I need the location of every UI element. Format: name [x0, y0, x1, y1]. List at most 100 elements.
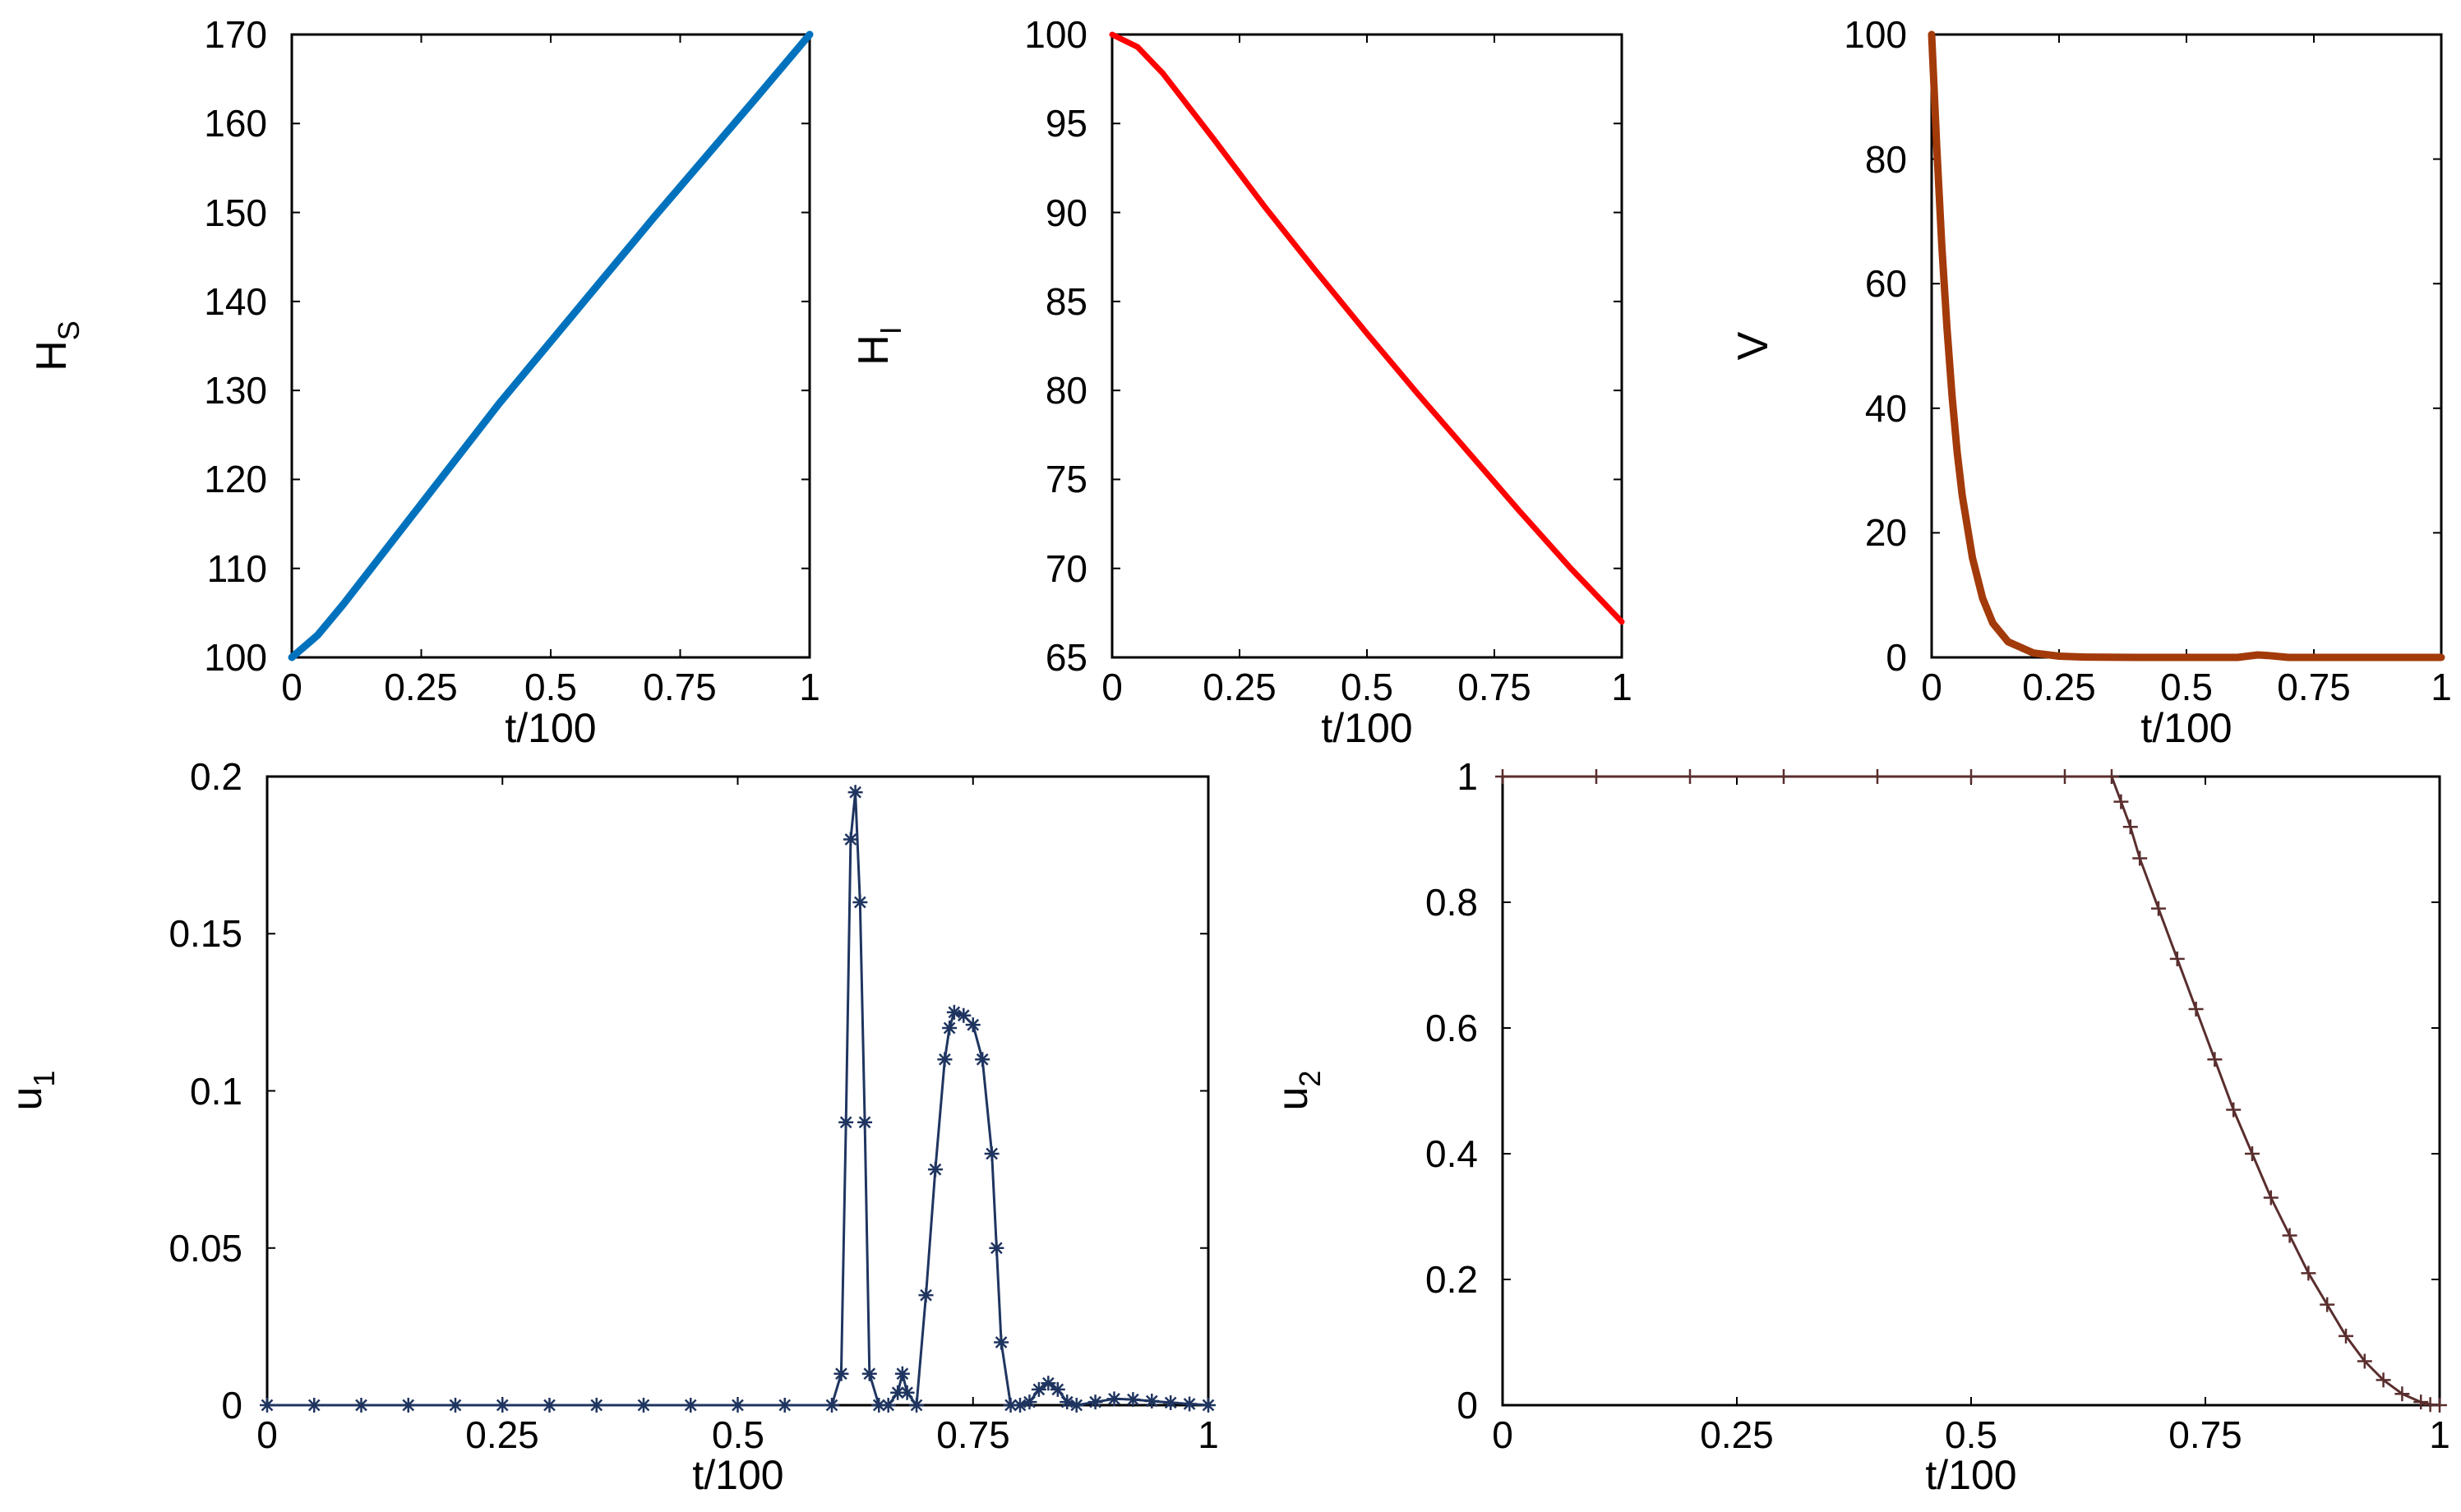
- x-tick-label: 0: [256, 1413, 278, 1456]
- data-point-marker: [1106, 1391, 1122, 1407]
- data-point-marker: [838, 1114, 854, 1130]
- y-ticks-u1: 0 0.05 0.1 0.15 0.2: [169, 755, 242, 1427]
- x-ticks-hs: 0 0.25 0.5 0.75 1: [281, 666, 820, 708]
- y-tick-label: 65: [1046, 636, 1087, 679]
- data-point-marker: [1495, 769, 1510, 784]
- data-point-marker: [1060, 1394, 1075, 1410]
- x-tick-label: 1: [799, 666, 820, 708]
- x-axis-label-u2: t/100: [1925, 1452, 2016, 1498]
- data-point-marker: [683, 1398, 699, 1413]
- data-point-marker: [937, 1052, 953, 1067]
- x-axis-label-u1: t/100: [692, 1452, 783, 1498]
- data-point-marker: [1144, 1394, 1160, 1409]
- data-point-marker: [1182, 1396, 1198, 1412]
- data-point-marker: [730, 1398, 746, 1413]
- y-tick-label: 100: [1844, 13, 1907, 56]
- data-point-marker: [1870, 769, 1885, 784]
- y-axis-label-sub: 2: [1293, 1071, 1327, 1087]
- x-tick-label: 0.75: [2277, 666, 2351, 708]
- x-tick-label: 0.25: [465, 1413, 539, 1456]
- data-point-marker: [1201, 1398, 1216, 1413]
- y-tick-label: 0.6: [1425, 1007, 1478, 1049]
- data-point-marker: [2132, 850, 2148, 866]
- data-point-marker: [2188, 1002, 2204, 1017]
- x-ticks-v: 0 0.25 0.5 0.75 1: [1921, 666, 2452, 708]
- data-point-marker: [1031, 1381, 1046, 1397]
- series-u1: [260, 785, 1216, 1413]
- svg-text:u1: u1: [3, 1071, 61, 1111]
- x-axis-label-v: t/100: [2140, 705, 2232, 751]
- data-point-marker: [847, 785, 863, 800]
- data-point-marker: [400, 1398, 416, 1413]
- x-tick-label: 0: [1492, 1413, 1513, 1456]
- data-point-marker: [1022, 1394, 1037, 1410]
- data-point-marker: [495, 1398, 510, 1413]
- y-tick-label: 95: [1046, 102, 1087, 145]
- x-axis-label-hi: t/100: [1321, 705, 1412, 751]
- y-tick-label: 60: [1865, 262, 1907, 305]
- data-point-marker: [2151, 901, 2166, 916]
- x-tick-label: 0.25: [1700, 1413, 1774, 1456]
- series-line-u1: [265, 791, 1210, 1407]
- data-point-marker: [2104, 769, 2119, 784]
- data-point-marker: [636, 1398, 651, 1413]
- y-ticks-u2: 0 0.2 0.4 0.6 0.8 1: [1425, 755, 1478, 1427]
- data-point-marker: [909, 1398, 925, 1413]
- y-ticks-hi: 65 70 75 80 85 90 95 100: [1024, 13, 1087, 679]
- data-point-marker: [777, 1398, 792, 1413]
- data-point-marker: [1589, 769, 1604, 784]
- data-point-marker: [894, 1366, 910, 1381]
- panel-hs: 100 110 120 130 140 150 160 170 0 0.25 0…: [28, 13, 820, 751]
- y-axis-label-hi: HI: [850, 326, 907, 366]
- y-tick-label: 0: [1886, 636, 1907, 679]
- x-tick-label: 1: [2429, 1413, 2450, 1456]
- y-tick-label: 0.2: [190, 755, 242, 798]
- plot-frame-u1: [265, 775, 1210, 1407]
- data-point-marker: [2226, 1102, 2242, 1118]
- data-point-marker: [880, 1398, 896, 1413]
- series-hi: [1109, 31, 1625, 625]
- x-tick-label: 0.75: [643, 666, 717, 708]
- x-tick-label: 0: [1101, 666, 1123, 708]
- x-tick-label: 1: [1198, 1413, 1219, 1456]
- x-tick-label: 0.5: [1945, 1413, 1997, 1456]
- data-point-marker: [946, 1004, 962, 1020]
- data-point-marker: [861, 1366, 877, 1381]
- y-tick-label: 100: [1024, 13, 1087, 56]
- data-point-marker: [989, 1240, 1004, 1256]
- series-line-v: [1928, 30, 2445, 662]
- data-point-marker: [448, 1398, 463, 1413]
- y-tick-label: 80: [1046, 369, 1087, 412]
- y-axis-label-sub: S: [52, 320, 85, 340]
- x-tick-label: 1: [2431, 666, 2452, 708]
- data-point-marker: [2301, 1265, 2316, 1281]
- y-axis-label-sub: 1: [27, 1071, 61, 1087]
- y-axis-label-main: H: [28, 340, 76, 371]
- data-point-marker: [871, 1398, 887, 1413]
- plot-frame-hi: [1110, 33, 1623, 659]
- y-tick-label: 0.2: [1425, 1258, 1478, 1301]
- y-ticks-v: 0 20 40 60 80 100: [1844, 13, 1907, 679]
- data-point-marker: [994, 1335, 1009, 1350]
- data-point-marker: [2320, 1297, 2335, 1312]
- plot-frame-u2: [1501, 775, 2441, 1407]
- data-point-marker: [984, 1146, 1000, 1161]
- x-tick-label: 1: [1611, 666, 1632, 708]
- data-point-marker: [2394, 1386, 2410, 1402]
- y-tick-label: 20: [1865, 511, 1907, 554]
- data-point-marker: [1050, 1381, 1065, 1397]
- data-point-marker: [1776, 769, 1791, 784]
- data-point-marker: [2263, 1190, 2279, 1205]
- data-point-marker: [2432, 1398, 2447, 1413]
- data-point-marker: [965, 1017, 981, 1033]
- y-tick-label: 140: [204, 280, 267, 323]
- series-u2: [1495, 769, 2447, 1413]
- data-point-marker: [927, 1162, 943, 1178]
- data-point-marker: [1125, 1392, 1141, 1408]
- x-tick-label: 0.75: [936, 1413, 1010, 1456]
- data-point-marker: [1013, 1398, 1027, 1413]
- y-axis-label-main: u: [1269, 1087, 1317, 1111]
- data-point-marker: [2357, 1353, 2372, 1369]
- data-point-marker: [918, 1288, 934, 1303]
